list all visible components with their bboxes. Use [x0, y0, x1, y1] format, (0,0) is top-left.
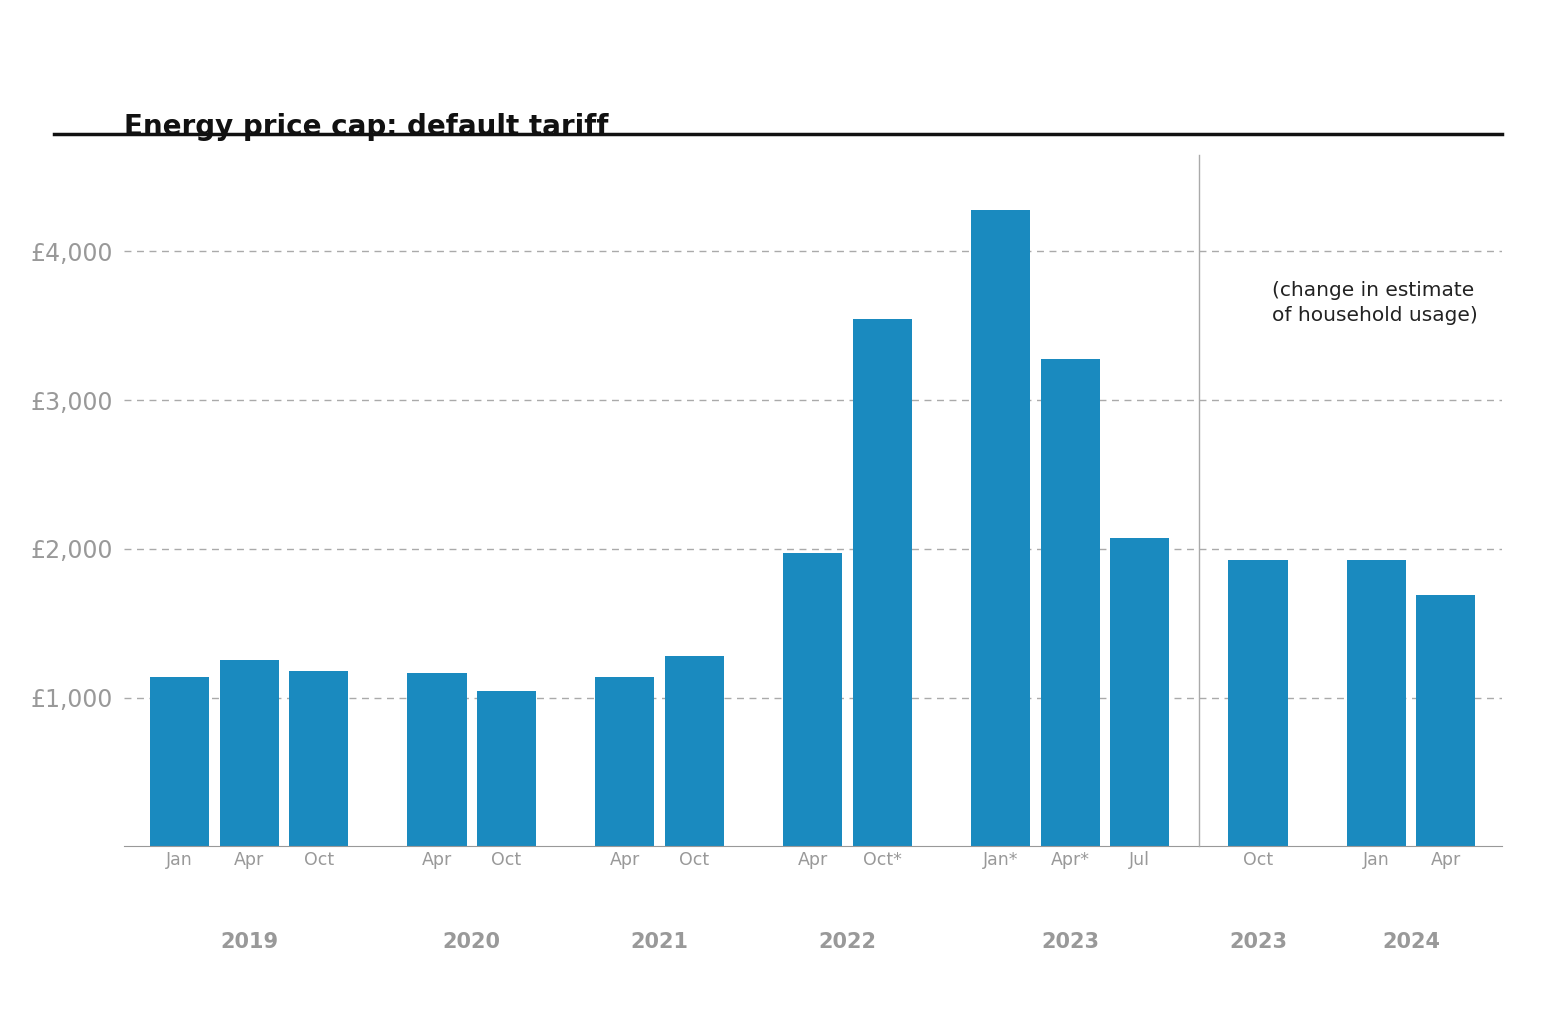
Text: 2023: 2023	[1042, 933, 1099, 953]
Text: (change in estimate
of household usage): (change in estimate of household usage)	[1272, 281, 1478, 325]
Text: 2020: 2020	[443, 933, 500, 953]
Text: 2021: 2021	[630, 933, 689, 953]
Bar	[783, 553, 842, 846]
Bar	[596, 677, 655, 846]
Text: 2022: 2022	[819, 933, 876, 953]
Bar	[1347, 559, 1406, 846]
Text: 2019: 2019	[220, 933, 279, 953]
Bar	[1040, 358, 1099, 846]
Bar	[664, 656, 724, 846]
Text: Energy price cap: default tariff: Energy price cap: default tariff	[124, 114, 608, 141]
Text: 2024: 2024	[1382, 933, 1440, 953]
Bar	[477, 691, 536, 846]
Bar	[1416, 594, 1475, 846]
Bar	[220, 659, 279, 846]
Bar	[853, 319, 912, 846]
Bar	[289, 671, 348, 846]
Bar	[150, 677, 209, 846]
Bar	[971, 209, 1029, 846]
Bar	[1229, 560, 1288, 846]
Bar	[407, 674, 466, 846]
Bar	[1110, 538, 1169, 846]
Text: 2023: 2023	[1229, 933, 1286, 953]
